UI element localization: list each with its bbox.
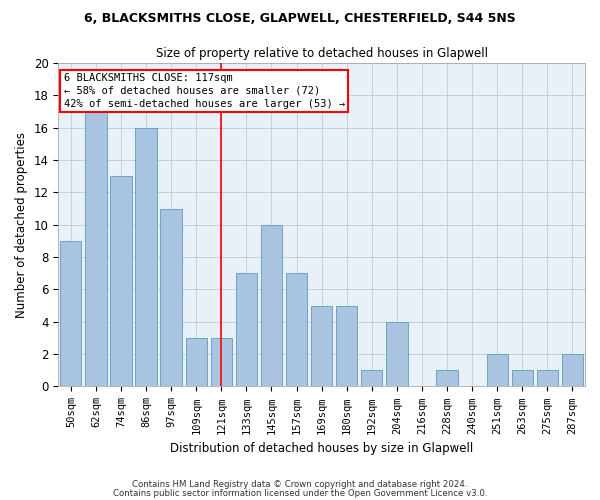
- Bar: [110, 176, 131, 386]
- Bar: [136, 128, 157, 386]
- Text: Contains public sector information licensed under the Open Government Licence v3: Contains public sector information licen…: [113, 489, 487, 498]
- Bar: [160, 208, 182, 386]
- Text: Contains HM Land Registry data © Crown copyright and database right 2024.: Contains HM Land Registry data © Crown c…: [132, 480, 468, 489]
- Bar: [361, 370, 382, 386]
- Bar: [487, 354, 508, 386]
- Y-axis label: Number of detached properties: Number of detached properties: [15, 132, 28, 318]
- Bar: [85, 96, 107, 387]
- X-axis label: Distribution of detached houses by size in Glapwell: Distribution of detached houses by size …: [170, 442, 473, 455]
- Bar: [537, 370, 558, 386]
- Bar: [436, 370, 458, 386]
- Text: 6 BLACKSMITHS CLOSE: 117sqm
← 58% of detached houses are smaller (72)
42% of sem: 6 BLACKSMITHS CLOSE: 117sqm ← 58% of det…: [64, 73, 345, 109]
- Bar: [512, 370, 533, 386]
- Bar: [562, 354, 583, 386]
- Bar: [60, 241, 82, 386]
- Text: 6, BLACKSMITHS CLOSE, GLAPWELL, CHESTERFIELD, S44 5NS: 6, BLACKSMITHS CLOSE, GLAPWELL, CHESTERF…: [84, 12, 516, 26]
- Bar: [336, 306, 358, 386]
- Bar: [185, 338, 207, 386]
- Bar: [261, 225, 282, 386]
- Title: Size of property relative to detached houses in Glapwell: Size of property relative to detached ho…: [155, 48, 488, 60]
- Bar: [286, 274, 307, 386]
- Bar: [211, 338, 232, 386]
- Bar: [386, 322, 407, 386]
- Bar: [236, 274, 257, 386]
- Bar: [311, 306, 332, 386]
